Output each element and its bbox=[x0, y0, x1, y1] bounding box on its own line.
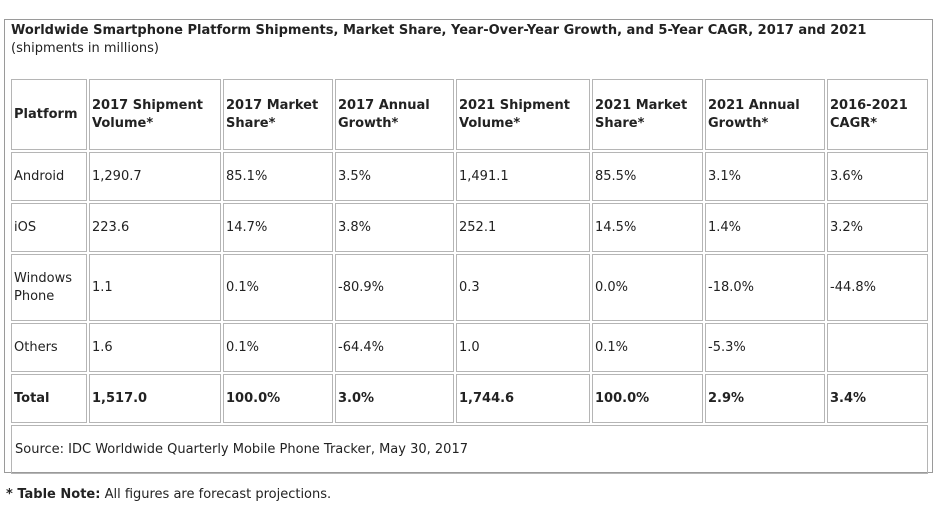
value-cell: 0.3 bbox=[456, 254, 590, 321]
value-cell: 1.6 bbox=[89, 323, 221, 372]
table-row: Others 1.6 0.1% -64.4% 1.0 0.1% -5.3% bbox=[11, 323, 928, 372]
header-row: Platform 2017 Shipment Volume* 2017 Market… bbox=[11, 79, 928, 150]
total-value-cell: 100.0% bbox=[592, 374, 703, 423]
table-title: Worldwide Smartphone Platform Shipments,… bbox=[11, 23, 867, 38]
source-cell: Source: IDC Worldwide Quarterly Mobile P… bbox=[11, 425, 928, 474]
value-cell: 0.1% bbox=[592, 323, 703, 372]
value-cell: 1,491.1 bbox=[456, 152, 590, 201]
value-cell: 14.7% bbox=[223, 203, 333, 252]
table-subtitle: (shipments in millions) bbox=[11, 41, 159, 56]
platform-cell: iOS bbox=[11, 203, 87, 252]
column-header: 2021 Annual Growth* bbox=[705, 79, 825, 150]
value-cell: 3.5% bbox=[335, 152, 454, 201]
value-cell: 3.6% bbox=[827, 152, 928, 201]
total-value-cell: 3.4% bbox=[827, 374, 928, 423]
column-header: 2021 Market Share* bbox=[592, 79, 703, 150]
table-row: Android 1,290.7 85.1% 3.5% 1,491.1 85.5% 3.1% 3… bbox=[11, 152, 928, 201]
table-footnote: * Table Note: All figures are forecast p… bbox=[6, 487, 331, 503]
value-cell: 0.0% bbox=[592, 254, 703, 321]
value-cell: -5.3% bbox=[705, 323, 825, 372]
footnote-text: All figures are forecast projections. bbox=[100, 487, 332, 502]
table-row: iOS 223.6 14.7% 3.8% 252.1 14.5% 1.4% 3.2% bbox=[11, 203, 928, 252]
data-table: Platform 2017 Shipment Volume* 2017 Market… bbox=[9, 77, 930, 476]
total-label-cell: Total bbox=[11, 374, 87, 423]
platform-cell: Android bbox=[11, 152, 87, 201]
total-value-cell: 2.9% bbox=[705, 374, 825, 423]
total-row: Total 1,517.0 100.0% 3.0% 1,744.6 100.0% 2.9% 3… bbox=[11, 374, 928, 423]
source-row: Source: IDC Worldwide Quarterly Mobile P… bbox=[11, 425, 928, 474]
column-header: 2017 Annual Growth* bbox=[335, 79, 454, 150]
value-cell: 85.5% bbox=[592, 152, 703, 201]
table-frame: Worldwide Smartphone Platform Shipments,… bbox=[4, 19, 933, 476]
column-header: 2017 Market Share* bbox=[223, 79, 333, 150]
total-value-cell: 3.0% bbox=[335, 374, 454, 423]
value-cell: 14.5% bbox=[592, 203, 703, 252]
value-cell: 1.0 bbox=[456, 323, 590, 372]
value-cell: 3.1% bbox=[705, 152, 825, 201]
value-cell: 3.8% bbox=[335, 203, 454, 252]
total-value-cell: 1,517.0 bbox=[89, 374, 221, 423]
total-value-cell: 100.0% bbox=[223, 374, 333, 423]
column-header: Platform bbox=[11, 79, 87, 150]
value-cell: 3.2% bbox=[827, 203, 928, 252]
platform-cell: Windows Phone bbox=[11, 254, 87, 321]
value-cell: -18.0% bbox=[705, 254, 825, 321]
value-cell: 1,290.7 bbox=[89, 152, 221, 201]
column-header: 2016-2021 CAGR* bbox=[827, 79, 928, 150]
title-block: Worldwide Smartphone Platform Shipments,… bbox=[11, 22, 931, 57]
total-value-cell: 1,744.6 bbox=[456, 374, 590, 423]
value-cell: 0.1% bbox=[223, 323, 333, 372]
value-cell: 223.6 bbox=[89, 203, 221, 252]
value-cell: 1.1 bbox=[89, 254, 221, 321]
value-cell: -44.8% bbox=[827, 254, 928, 321]
value-cell: 1.4% bbox=[705, 203, 825, 252]
value-cell: -80.9% bbox=[335, 254, 454, 321]
footnote-label: * Table Note: bbox=[6, 487, 101, 502]
value-cell: -64.4% bbox=[335, 323, 454, 372]
platform-cell: Others bbox=[11, 323, 87, 372]
table-row: Windows Phone 1.1 0.1% -80.9% 0.3 0.0% -18.0% -… bbox=[11, 254, 928, 321]
value-cell: 252.1 bbox=[456, 203, 590, 252]
column-header: 2021 Shipment Volume* bbox=[456, 79, 590, 150]
value-cell bbox=[827, 323, 928, 372]
column-header: 2017 Shipment Volume* bbox=[89, 79, 221, 150]
value-cell: 0.1% bbox=[223, 254, 333, 321]
value-cell: 85.1% bbox=[223, 152, 333, 201]
